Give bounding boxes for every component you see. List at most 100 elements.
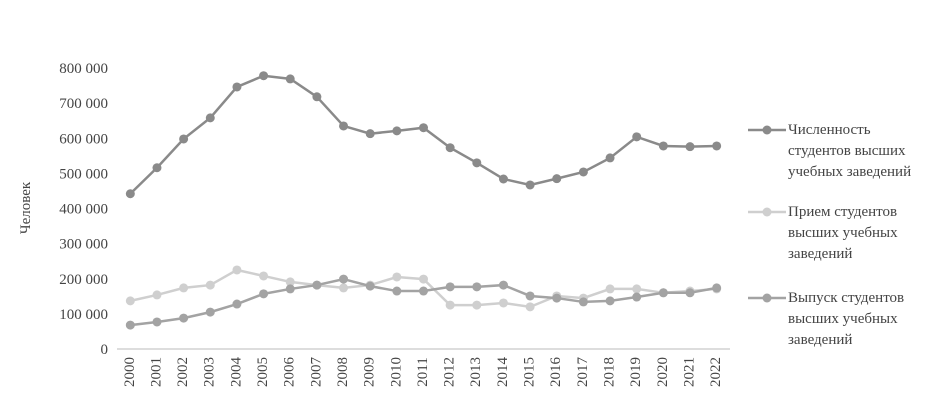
x-tick-label: 2015 [522,357,538,387]
data-point [312,280,322,290]
data-point [339,283,349,293]
x-tick-label: 2008 [335,357,351,387]
x-tick-label: 2016 [548,357,564,388]
x-tick-label: 2021 [681,357,697,387]
data-point [419,123,428,133]
legend-label: Выпуск студентов высших учебных заведени… [788,290,905,348]
data-point [498,298,508,308]
data-point [392,272,402,282]
data-point [419,274,428,284]
data-point [419,286,428,296]
data-point [712,141,722,151]
data-point [578,167,588,177]
x-tick-label: 2019 [628,357,644,387]
data-point [658,141,668,151]
data-point [125,189,135,199]
data-point [525,302,535,312]
legend-label: Численность студентов высших учебных зав… [788,122,912,180]
data-point [552,174,562,184]
x-tick-label: 2013 [468,357,484,387]
x-tick-label: 2020 [655,357,671,387]
data-point [125,320,135,330]
x-tick-label: 2006 [282,357,298,388]
data-point [285,74,295,84]
y-tick-label: 800 000 [59,61,108,77]
x-tick-label: 2022 [708,357,724,387]
data-point [259,289,269,299]
y-tick-label: 600 000 [59,131,108,147]
data-point [632,132,642,142]
data-point [445,143,455,153]
data-point [205,307,215,317]
data-point [712,283,722,293]
data-point [472,158,482,168]
x-tick-label: 2005 [255,357,271,387]
legend-item: Численность студентов высших учебных зав… [748,120,928,183]
data-point [179,283,189,293]
data-point [392,286,402,296]
data-point [259,71,269,81]
data-point [232,299,242,309]
legend-marker [762,207,772,217]
legend-marker [762,125,772,135]
data-point [152,317,162,327]
data-point [632,284,642,294]
data-point [232,82,242,92]
y-tick-label: 0 [101,342,109,358]
data-point [445,300,455,310]
y-axis-label: Человек [18,181,34,234]
x-tick-label: 2011 [415,357,431,386]
legend-item: Выпуск студентов высших учебных заведени… [748,288,928,351]
legend-marker [762,293,772,303]
data-point [152,290,162,300]
data-point [392,126,402,136]
data-point [632,292,642,302]
data-point [205,113,215,123]
data-point [685,288,695,298]
data-point [525,291,535,301]
data-point [472,282,482,292]
y-tick-label: 400 000 [59,202,108,218]
data-point [498,174,508,184]
data-point [232,265,242,275]
x-tick-label: 2007 [308,357,324,388]
legend-label: Прием студентов высших учебных заведений [788,204,898,262]
x-tick-label: 2001 [148,357,164,387]
series-line [130,277,717,327]
series-line [129,74,717,195]
data-point [285,277,295,287]
data-point [365,281,375,291]
data-point [152,163,162,173]
data-point [339,121,349,131]
x-tick-label: 2003 [202,357,218,387]
y-tick-label: 200 000 [59,272,108,288]
data-point [605,153,615,163]
data-point [472,300,482,310]
x-tick-label: 2004 [228,357,244,388]
data-point [205,280,215,290]
x-tick-label: 2017 [575,357,591,388]
data-point [312,92,322,102]
data-point [125,296,135,306]
data-point [179,134,189,144]
legend-swatch [748,293,786,303]
data-point [685,142,695,152]
data-point [365,129,375,139]
data-point [525,180,535,190]
data-point [285,284,295,294]
x-tick-label: 2010 [388,357,404,387]
x-tick-label: 2018 [602,357,618,387]
y-tick-label: 500 000 [59,166,108,182]
legend-item: Прием студентов высших учебных заведений [748,202,928,265]
data-point [498,280,508,290]
x-tick-label: 2009 [362,357,378,387]
data-point [605,296,615,306]
y-tick-label: 300 000 [59,237,108,253]
data-point [339,274,349,284]
data-point [605,284,615,294]
data-point [259,271,269,281]
x-tick-label: 2012 [442,357,458,387]
legend-swatch [748,125,786,135]
